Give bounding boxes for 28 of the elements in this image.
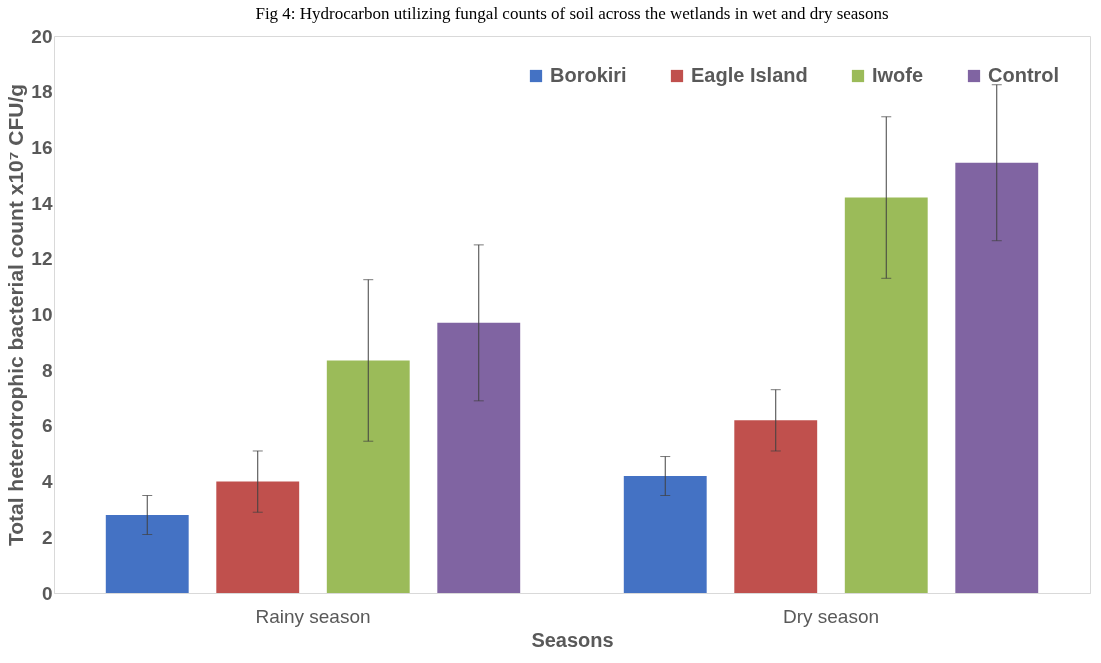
bar (326, 360, 410, 593)
chart-title: Fig 4: Hydrocarbon utilizing fungal counts of soil across the wetlands in wet and dry seasons (255, 4, 889, 23)
bar (623, 476, 707, 593)
bar (437, 322, 521, 593)
x-tick-label: Rainy season (255, 605, 371, 627)
bar (844, 197, 928, 593)
legend-label: Iwofe (872, 64, 924, 86)
y-tick-label: 8 (41, 359, 53, 381)
y-tick-label: 6 (41, 415, 53, 437)
y-tick-label: 4 (41, 471, 53, 493)
bar (216, 481, 300, 593)
y-tick-label: 18 (31, 81, 53, 103)
bar (105, 515, 189, 593)
x-tick-label: Dry season (782, 605, 880, 627)
y-tick-label: 16 (31, 136, 53, 158)
legend-label: Borokiri (550, 64, 627, 86)
legend-label: Eagle Island (691, 64, 808, 86)
y-axis-title: Total heterotrophic bacterial count x10⁷ CFU/g (4, 83, 28, 547)
y-tick-label: 10 (31, 304, 53, 325)
bar (734, 420, 818, 593)
legend-label: Control (988, 64, 1060, 86)
y-tick-label: 14 (31, 192, 53, 214)
y-tick-label: 20 (31, 25, 53, 47)
y-tick-label: 0 (41, 582, 53, 604)
bar (955, 162, 1039, 593)
y-tick-label: 12 (31, 248, 53, 270)
y-tick-label: 2 (41, 526, 53, 548)
x-axis-title: Seasons (531, 628, 614, 651)
